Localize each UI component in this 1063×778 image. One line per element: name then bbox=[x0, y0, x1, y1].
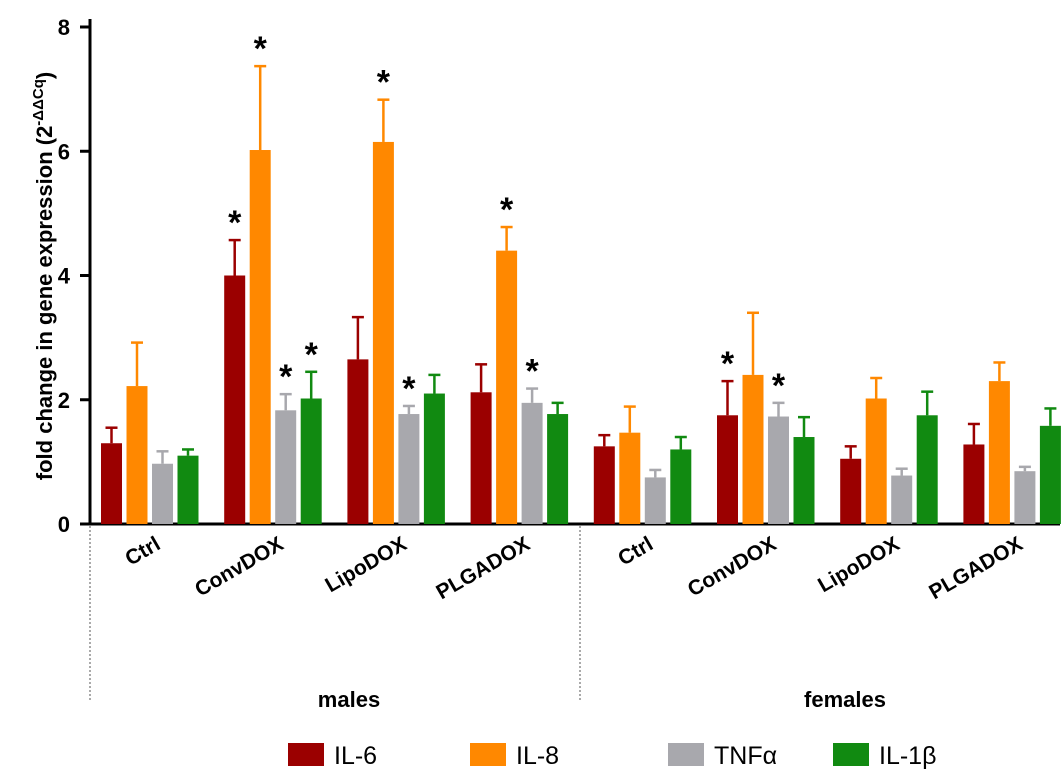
bar-il8-1 bbox=[249, 150, 271, 524]
legend-label-1: IL-8 bbox=[516, 742, 559, 770]
significance-star: * bbox=[228, 204, 242, 242]
significance-star: * bbox=[305, 336, 319, 374]
bar-tnf-6 bbox=[891, 475, 913, 524]
x-category-label: ConvDOX bbox=[684, 532, 780, 601]
x-category-label: LipoDOX bbox=[814, 532, 903, 597]
significance-star: * bbox=[772, 367, 786, 405]
x-category-label: Ctrl bbox=[121, 532, 164, 570]
significance-star: * bbox=[402, 370, 416, 408]
bar-il8-6 bbox=[865, 398, 887, 524]
y-tick-label: 0 bbox=[58, 512, 70, 537]
y-axis-title-main: fold change in gene expression (2 bbox=[32, 126, 57, 481]
group-label-females: females bbox=[804, 687, 886, 712]
y-axis-title-superscript: -ΔΔCq bbox=[30, 79, 47, 126]
legend-swatch-0 bbox=[288, 743, 324, 766]
group-label-males: males bbox=[318, 687, 380, 712]
y-tick-label: 2 bbox=[58, 388, 70, 413]
bar-il6-0 bbox=[101, 443, 122, 524]
bar-tnf-1 bbox=[275, 410, 297, 524]
bar-tnf-0 bbox=[152, 463, 173, 524]
bar-il1-5 bbox=[793, 437, 815, 524]
bar-tnf-5 bbox=[768, 416, 789, 524]
x-category-label: Ctrl bbox=[614, 532, 657, 570]
bar-il8-2 bbox=[372, 141, 394, 524]
bar-il8-3 bbox=[496, 250, 518, 524]
bar-il6-4 bbox=[593, 446, 615, 524]
legend-swatch-3 bbox=[833, 743, 869, 766]
bar-il1-2 bbox=[423, 393, 445, 524]
bar-il6-7 bbox=[963, 444, 985, 524]
legend-swatch-2 bbox=[668, 743, 704, 766]
x-category-label: PLGADOX bbox=[432, 532, 533, 604]
y-tick-label: 4 bbox=[58, 264, 71, 289]
bar-il8-5 bbox=[742, 374, 764, 524]
y-tick-label: 6 bbox=[58, 139, 70, 164]
bar-il1-4 bbox=[670, 449, 692, 524]
significance-star: * bbox=[377, 64, 391, 102]
legend-swatch-1 bbox=[470, 743, 506, 766]
bar-il1-3 bbox=[547, 414, 569, 524]
significance-star: * bbox=[525, 353, 539, 391]
bar-il6-1 bbox=[224, 275, 246, 524]
bar-il6-2 bbox=[347, 359, 369, 524]
legend-label-0: IL-6 bbox=[334, 742, 377, 770]
bar-il8-4 bbox=[619, 432, 641, 524]
significance-star: * bbox=[279, 358, 293, 396]
bar-tnf-2 bbox=[398, 414, 420, 524]
bar-il8-0 bbox=[126, 386, 148, 524]
bar-il8-7 bbox=[988, 381, 1010, 524]
bar-il6-6 bbox=[840, 458, 862, 524]
x-category-label: ConvDOX bbox=[191, 532, 287, 601]
significance-star: * bbox=[721, 345, 735, 383]
x-category-label: PLGADOX bbox=[925, 532, 1026, 604]
bar-il1-0 bbox=[177, 455, 199, 524]
x-category-label: LipoDOX bbox=[321, 532, 410, 597]
bar-tnf-7 bbox=[1014, 471, 1036, 524]
bar-il6-3 bbox=[470, 392, 492, 524]
y-axis-title: fold change in gene expression (2-ΔΔCq) bbox=[30, 72, 57, 480]
bar-tnf-3 bbox=[521, 402, 543, 524]
significance-star: * bbox=[500, 191, 514, 229]
legend-label-2: TNFα bbox=[714, 742, 777, 770]
bar-tnf-4 bbox=[644, 477, 666, 524]
y-axis-title-close: ) bbox=[32, 72, 57, 79]
legend-label-3: IL-1β bbox=[879, 742, 936, 770]
bar-il6-5 bbox=[717, 415, 738, 524]
bar-il1-7 bbox=[1039, 425, 1061, 524]
bar-il1-6 bbox=[916, 415, 938, 524]
significance-star: * bbox=[254, 30, 268, 68]
bar-il1-1 bbox=[300, 398, 322, 524]
y-tick-label: 8 bbox=[58, 15, 70, 40]
